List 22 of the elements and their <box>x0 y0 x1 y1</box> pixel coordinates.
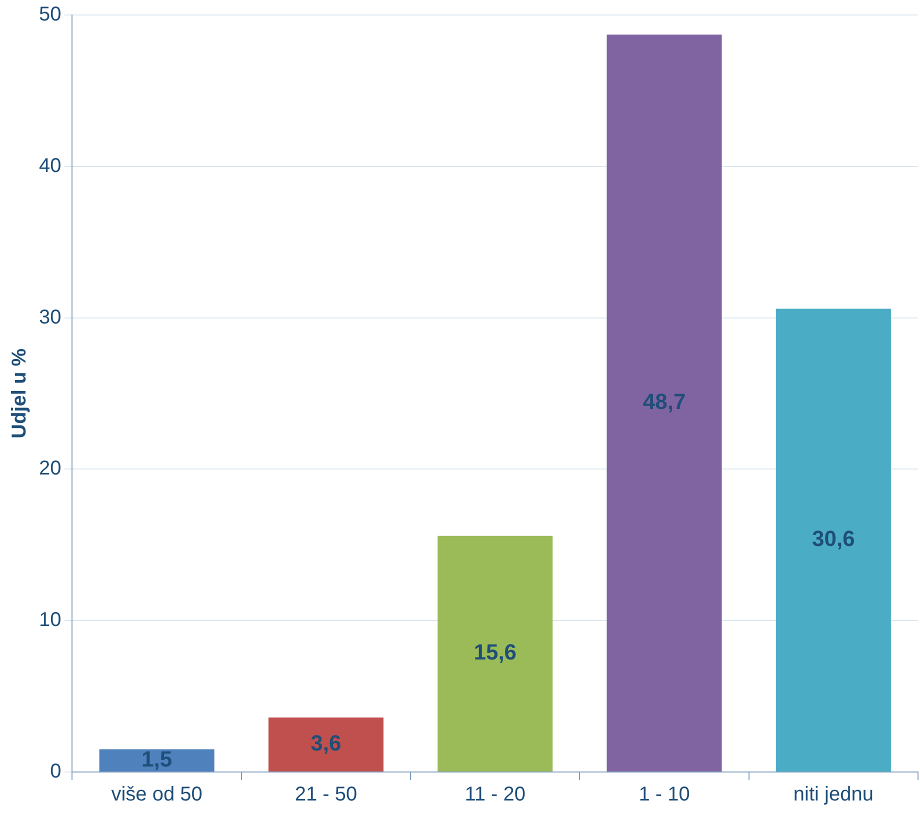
data-label: 30,6 <box>812 526 855 552</box>
bar <box>99 749 214 772</box>
x-tick-label: 11 - 20 <box>464 784 526 806</box>
y-tick-label: 50 <box>38 4 62 26</box>
x-tick-label: 1 - 10 <box>638 784 690 806</box>
bar <box>268 717 384 772</box>
y-tick-label: 40 <box>38 154 62 177</box>
data-label: 1,5 <box>142 746 172 772</box>
y-axis-title: Udjel u % <box>8 348 31 439</box>
y-tick-label: 10 <box>38 609 62 632</box>
data-label: 48,7 <box>642 389 686 414</box>
y-tick-label: 30 <box>38 306 62 328</box>
bar <box>776 308 891 772</box>
x-tick-label: više od 50 <box>111 784 202 806</box>
y-tick-label: 20 <box>38 458 62 480</box>
bar <box>438 536 553 772</box>
y-tick-label: 0 <box>50 760 62 783</box>
x-tick-label: niti jednu <box>793 784 874 806</box>
bar <box>606 34 722 772</box>
x-tick-label: 21 - 50 <box>294 784 358 806</box>
data-label: 15,6 <box>474 640 517 665</box>
data-label: 3,6 <box>310 730 342 756</box>
